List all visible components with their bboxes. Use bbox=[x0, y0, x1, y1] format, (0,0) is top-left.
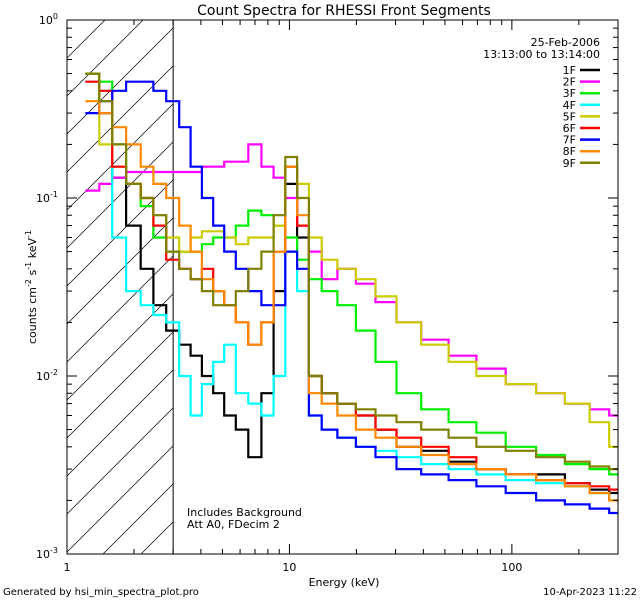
hatch-line bbox=[67, 217, 174, 325]
y-axis-label: counts cm-2 s-1 keV-1 bbox=[24, 230, 39, 344]
y-tick-base: 10 bbox=[36, 192, 50, 205]
hatch-line bbox=[67, 65, 174, 173]
y-tick-exponent: -3 bbox=[50, 546, 58, 555]
hatch-line bbox=[67, 407, 174, 515]
y-tick-exponent: 0 bbox=[53, 12, 58, 21]
legend-label-5F: 5F bbox=[563, 110, 576, 123]
hatched-region bbox=[67, 20, 174, 554]
y-tick-base: 10 bbox=[36, 370, 50, 383]
hatch-line bbox=[67, 369, 174, 477]
series-3F-line bbox=[85, 72, 618, 476]
plot-frame bbox=[66, 19, 619, 555]
annotation-attenuator: Att A0, FDecim 2 bbox=[187, 518, 280, 531]
y-tick-exponent: -2 bbox=[50, 368, 58, 377]
y-tick-label: 10-2 bbox=[36, 368, 58, 383]
hatch-line bbox=[67, 445, 174, 553]
series-4F-line bbox=[85, 80, 618, 502]
footer-generator: Generated by hsi_min_spectra_plot.pro bbox=[3, 587, 199, 598]
hatch-line bbox=[67, 103, 174, 211]
x-tick-label: 10 bbox=[282, 561, 296, 574]
y-tick-exponent: -1 bbox=[50, 190, 58, 199]
y-tick-base: 10 bbox=[39, 14, 53, 27]
chart-title: Count Spectra for RHESSI Front Segments bbox=[197, 3, 491, 19]
y-label-end: keV bbox=[26, 238, 39, 262]
y-label-main: counts cm bbox=[26, 287, 39, 344]
legend-label-1F: 1F bbox=[563, 64, 576, 77]
legend-label-2F: 2F bbox=[563, 76, 576, 89]
y-label-exp2: -1 bbox=[24, 262, 33, 270]
time-range-label: 13:13:00 to 13:14:00 bbox=[483, 48, 600, 61]
x-tick-label: 1 bbox=[64, 561, 71, 574]
x-axis-label: Energy (keV) bbox=[309, 576, 380, 589]
hatch-line bbox=[67, 255, 174, 363]
legend-label-6F: 6F bbox=[563, 122, 576, 135]
x-axis-ticks: 1 10 100 bbox=[64, 20, 619, 574]
annotation-background: Includes Background bbox=[187, 506, 302, 519]
spectra-series bbox=[85, 72, 618, 515]
y-tick-label: 100 bbox=[39, 12, 58, 27]
legend-label-3F: 3F bbox=[563, 87, 576, 100]
y-tick-label: 10-3 bbox=[36, 546, 58, 561]
y-label-exp1: -2 bbox=[24, 279, 33, 287]
y-tick-label: 10-1 bbox=[36, 190, 58, 205]
x-tick-label: 100 bbox=[501, 561, 522, 574]
legend-label-7F: 7F bbox=[563, 134, 576, 147]
y-label-mid: s bbox=[26, 269, 39, 278]
legend-label-4F: 4F bbox=[563, 99, 576, 112]
footer-timestamp: 10-Apr-2023 11:22 bbox=[543, 587, 637, 598]
legend-label-8F: 8F bbox=[563, 145, 576, 158]
series-9F-line bbox=[85, 72, 618, 471]
y-tick-base: 10 bbox=[36, 548, 50, 561]
y-label-exp3: -1 bbox=[24, 230, 33, 238]
hatch-line bbox=[67, 27, 174, 135]
date-label: 25-Feb-2006 bbox=[531, 36, 600, 49]
legend-label-9F: 9F bbox=[563, 157, 576, 170]
series-7F-line bbox=[85, 80, 618, 515]
